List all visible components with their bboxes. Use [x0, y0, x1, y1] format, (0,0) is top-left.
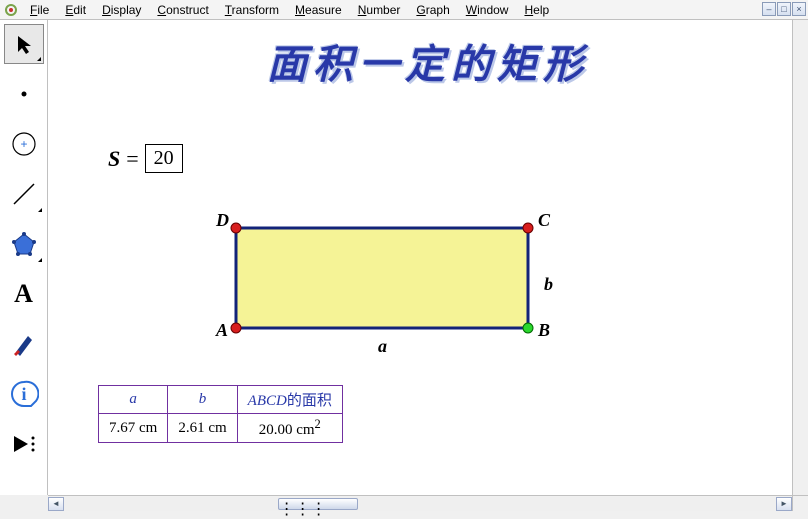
label-a[interactable]: A — [216, 320, 228, 341]
label-b[interactable]: B — [538, 320, 550, 341]
cell-b: 2.61 cm — [168, 414, 237, 443]
sketch-canvas[interactable]: 面积一定的矩形 S = 20 A B C D a b a b ABCD的面积 7… — [48, 20, 808, 495]
tool-palette: + A i — [0, 20, 48, 495]
parameter-name: S — [108, 146, 120, 172]
tool-text[interactable]: A — [4, 274, 44, 314]
vertical-scrollbar[interactable] — [792, 20, 808, 495]
menu-graph[interactable]: Graph — [408, 3, 457, 17]
tool-custom[interactable] — [4, 424, 44, 464]
scroll-left-button[interactable]: ◄ — [48, 497, 64, 511]
tool-info[interactable]: i — [4, 374, 44, 414]
close-button[interactable]: × — [792, 2, 806, 16]
menu-window[interactable]: Window — [458, 3, 517, 17]
resize-corner[interactable] — [792, 495, 808, 511]
label-c[interactable]: C — [538, 210, 550, 231]
equals-sign: = — [126, 146, 138, 172]
tool-arrow[interactable] — [4, 24, 44, 64]
tool-point[interactable] — [4, 74, 44, 114]
table-row: a b ABCD的面积 — [99, 386, 343, 414]
parameter-value[interactable]: 20 — [145, 144, 183, 173]
window-controls: – □ × — [762, 2, 806, 16]
cell-a: 7.67 cm — [99, 414, 168, 443]
main-area: + A i 面积一定的矩形 S = 20 — [0, 20, 808, 495]
scroll-right-button[interactable]: ► — [776, 497, 792, 511]
menu-display[interactable]: Display — [94, 3, 149, 17]
menu-number[interactable]: Number — [350, 3, 409, 17]
edge-label-b[interactable]: b — [544, 274, 553, 295]
scroll-track[interactable]: ⋮⋮⋮ — [64, 497, 776, 511]
table-row: 7.67 cm 2.61 cm 20.00 cm2 — [99, 414, 343, 443]
submenu-indicator-icon — [38, 258, 42, 262]
tool-line[interactable] — [4, 174, 44, 214]
table-header-a: a — [99, 386, 168, 414]
point-d[interactable] — [231, 223, 241, 233]
svg-text:+: + — [20, 137, 27, 151]
rectangle-shape[interactable] — [236, 228, 528, 328]
menu-transform[interactable]: Transform — [217, 3, 287, 17]
edge-label-a[interactable]: a — [378, 336, 387, 357]
maximize-button[interactable]: □ — [777, 2, 791, 16]
tool-circle[interactable]: + — [4, 124, 44, 164]
measurements-table[interactable]: a b ABCD的面积 7.67 cm 2.61 cm 20.00 cm2 — [98, 385, 343, 443]
cell-area: 20.00 cm2 — [237, 414, 342, 443]
svg-text:i: i — [21, 384, 26, 404]
point-b[interactable] — [523, 323, 533, 333]
table-header-area: ABCD的面积 — [237, 386, 342, 414]
table-header-b: b — [168, 386, 237, 414]
scroll-thumb[interactable]: ⋮⋮⋮ — [278, 498, 358, 510]
menu-edit[interactable]: Edit — [57, 3, 94, 17]
menu-file[interactable]: File — [22, 3, 57, 17]
page-title: 面积一定的矩形 — [48, 32, 808, 90]
menu-construct[interactable]: Construct — [149, 3, 216, 17]
rectangle-figure[interactable] — [208, 200, 568, 360]
menu-help[interactable]: Help — [516, 3, 557, 17]
tool-polygon[interactable] — [4, 224, 44, 264]
parameter-s[interactable]: S = 20 — [108, 144, 183, 173]
tool-marker[interactable] — [4, 324, 44, 364]
horizontal-scrollbar[interactable]: ◄ ⋮⋮⋮ ► — [48, 495, 792, 511]
menu-bar: File Edit Display Construct Transform Me… — [0, 0, 808, 20]
app-icon — [4, 3, 18, 17]
point-a[interactable] — [231, 323, 241, 333]
label-d[interactable]: D — [216, 210, 229, 231]
minimize-button[interactable]: – — [762, 2, 776, 16]
menu-measure[interactable]: Measure — [287, 3, 350, 17]
submenu-indicator-icon — [38, 208, 42, 212]
point-c[interactable] — [523, 223, 533, 233]
submenu-indicator-icon — [37, 57, 41, 61]
